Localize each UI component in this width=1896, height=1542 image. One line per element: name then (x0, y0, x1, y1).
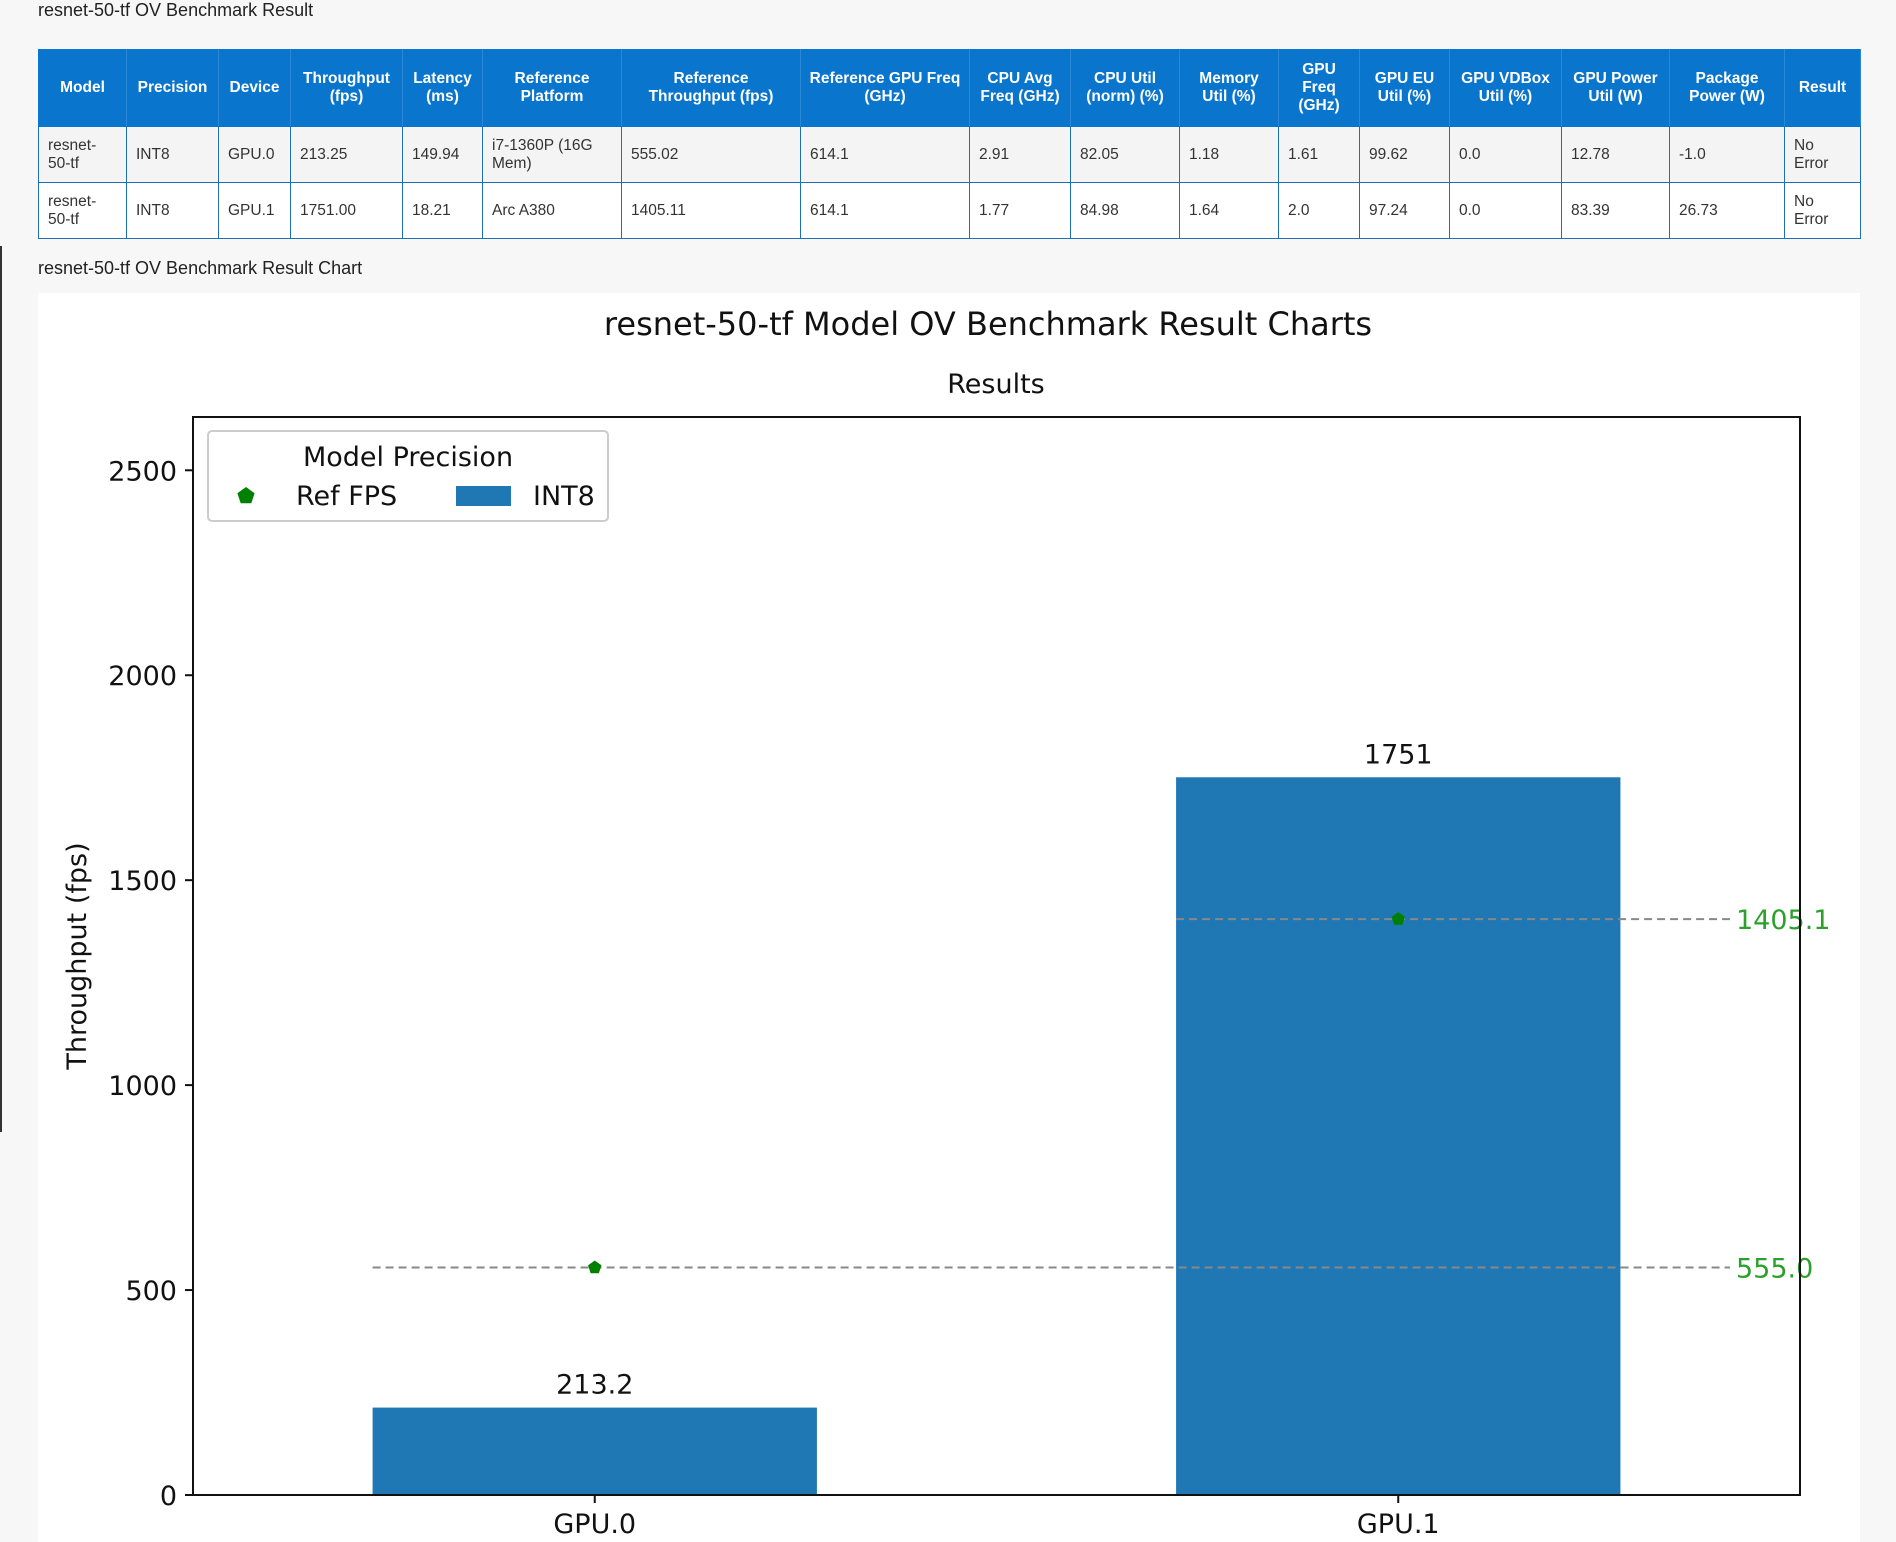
benchmark-results-table: Model Precision Device Throughput (fps) Late… (38, 49, 1861, 239)
column-header: GPU Power Util (W) (1561, 49, 1670, 127)
table-cell: 1.18 (1179, 126, 1279, 183)
table-cell: 2.0 (1278, 182, 1360, 239)
y-tick-label: 500 (125, 1276, 177, 1307)
table-cell: 213.25 (290, 126, 403, 183)
table-cell: 12.78 (1561, 126, 1670, 183)
table-cell: 18.21 (402, 182, 483, 239)
x-tick-label: GPU.1 (1357, 1509, 1440, 1540)
chart-title: resnet-50-tf Model OV Benchmark Result C… (604, 305, 1372, 343)
table-cell: GPU.0 (218, 126, 291, 183)
benchmark-results-table-wrapper: Model Precision Device Throughput (fps) Late… (38, 49, 1861, 239)
y-axis-label: Throughput (fps) (62, 842, 93, 1070)
column-header: GPU VDBox Util (%) (1449, 49, 1562, 127)
table-cell: 1405.11 (621, 182, 801, 239)
table-cell: 1.61 (1278, 126, 1360, 183)
table-cell: Arc A380 (482, 182, 622, 239)
left-edge-divider (0, 246, 2, 1132)
table-cell: 2.91 (969, 126, 1071, 183)
legend-title: Model Precision (303, 442, 513, 473)
y-tick-label: 1000 (108, 1071, 177, 1102)
table-cell: 149.94 (402, 126, 483, 183)
table-cell: 614.1 (800, 126, 970, 183)
table-cell: resnet-50-tf (38, 182, 127, 239)
table-cell: 84.98 (1070, 182, 1180, 239)
bar-gpu-0 (372, 1407, 817, 1495)
bar-value-label: 213.2 (556, 1370, 633, 1401)
table-cell: INT8 (126, 126, 219, 183)
ref-fps-label: 555.0 (1736, 1254, 1813, 1285)
table-cell: resnet-50-tf (38, 126, 127, 183)
table-row: resnet-50-tf INT8 GPU.1 1751.00 18.21 Arc A38… (38, 182, 1861, 239)
table-header-row: Model Precision Device Throughput (fps) Late… (38, 49, 1861, 127)
ref-fps-label: 1405.1 (1736, 905, 1830, 936)
column-header: CPU Avg Freq (GHz) (969, 49, 1071, 127)
table-cell: 97.24 (1359, 182, 1450, 239)
chart-section-title: resnet-50-tf OV Benchmark Result Chart (38, 258, 363, 278)
legend-ref-fps-label: Ref FPS (296, 481, 397, 512)
legend-ref-fps-marker (237, 487, 255, 504)
table-cell: 1.64 (1179, 182, 1279, 239)
y-tick-label: 2500 (108, 456, 177, 487)
y-tick-label: 0 (160, 1481, 177, 1512)
results-section-title: resnet-50-tf OV Benchmark Result (38, 0, 314, 20)
table-cell: 99.62 (1359, 126, 1450, 183)
table-cell: 0.0 (1449, 182, 1562, 239)
table-cell: No Error (1784, 182, 1861, 239)
plot-frame (192, 416, 1801, 1496)
column-header: Reference Platform (482, 49, 622, 127)
legend-int8-swatch (456, 486, 511, 506)
column-header: Device (218, 49, 291, 127)
column-header: Package Power (W) (1669, 49, 1785, 127)
column-header: Memory Util (%) (1179, 49, 1279, 127)
chart-panel: resnet-50-tf Model OV Benchmark Result C… (38, 293, 1860, 1542)
table-cell: GPU.1 (218, 182, 291, 239)
column-header: Reference GPU Freq (GHz) (800, 49, 970, 127)
column-header: Result (1784, 49, 1861, 127)
bar-gpu-1 (1176, 777, 1621, 1495)
column-header: Model (38, 49, 127, 127)
column-header: Precision (126, 49, 219, 127)
column-header: Reference Throughput (fps) (621, 49, 801, 127)
table-body: resnet-50-tf INT8 GPU.0 213.25 149.94 i7-1360… (38, 126, 1861, 239)
table-cell: 82.05 (1070, 126, 1180, 183)
table-cell: -1.0 (1669, 126, 1785, 183)
table-cell: INT8 (126, 182, 219, 239)
ref-fps-marker (588, 1260, 602, 1274)
table-cell: 26.73 (1669, 182, 1785, 239)
table-cell: No Error (1784, 126, 1861, 183)
table-cell: i7-1360P (16G Mem) (482, 126, 622, 183)
benchmark-bar-chart: resnet-50-tf Model OV Benchmark Result C… (62, 305, 1830, 1540)
table-cell: 83.39 (1561, 182, 1670, 239)
column-header: GPU EU Util (%) (1359, 49, 1450, 127)
table-cell: 0.0 (1449, 126, 1562, 183)
legend-int8-label: INT8 (533, 481, 595, 512)
x-tick-label: GPU.0 (553, 1509, 636, 1540)
column-header: CPU Util (norm) (%) (1070, 49, 1180, 127)
table-cell: 1751.00 (290, 182, 403, 239)
column-header: Throughput (fps) (290, 49, 403, 127)
table-row: resnet-50-tf INT8 GPU.0 213.25 149.94 i7-1360… (38, 126, 1861, 183)
column-header: GPU Freq (GHz) (1278, 49, 1360, 127)
table-cell: 1.77 (969, 182, 1071, 239)
table-cell: 555.02 (621, 126, 801, 183)
chart-subtitle: Results (947, 369, 1045, 400)
y-tick-label: 1500 (108, 866, 177, 897)
ref-fps-marker (1391, 912, 1405, 925)
table-cell: 614.1 (800, 182, 970, 239)
bar-value-label: 1751 (1364, 739, 1433, 770)
y-tick-label: 2000 (108, 661, 177, 692)
column-header: Latency (ms) (402, 49, 483, 127)
